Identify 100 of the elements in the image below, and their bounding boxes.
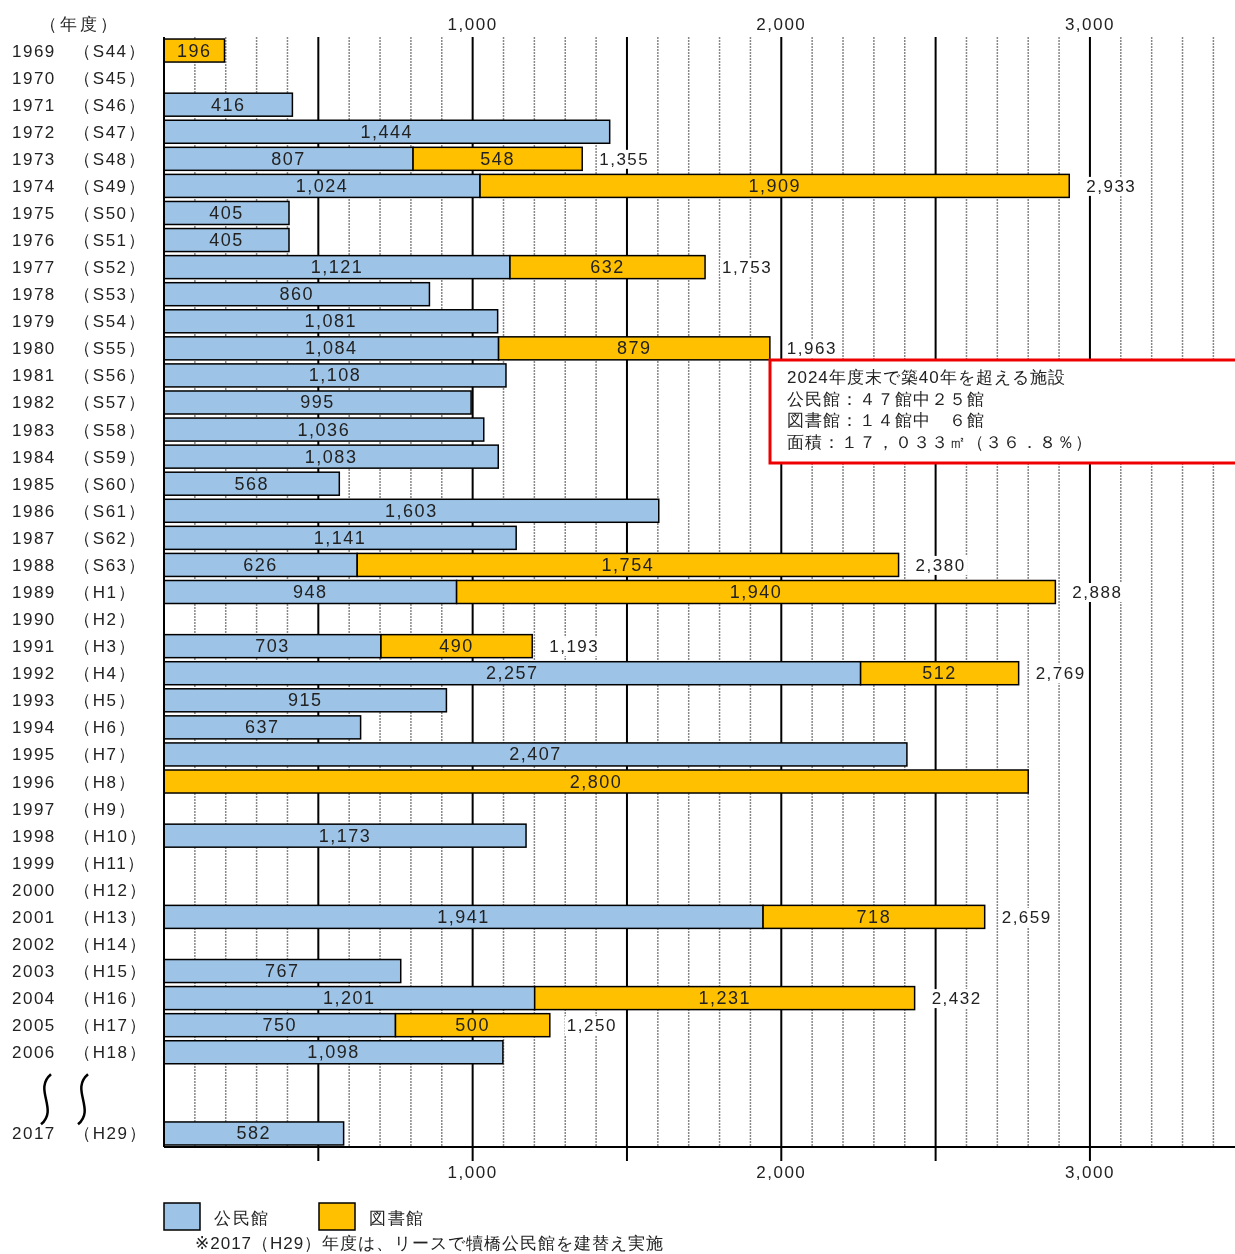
y-tick-label: 1989 （H1） (12, 583, 137, 602)
data-label: 582 (236, 1123, 272, 1144)
data-label: 750 (262, 1015, 298, 1036)
total-label: 2,659 (1001, 907, 1052, 927)
text: ※2017（H29）年度は、リースで犢橋公民館を建替え実施 (195, 1234, 665, 1253)
y-tick-label: 2002 （H14） (12, 934, 148, 954)
annotation: 2024年度末で築40年を超える施設 (787, 368, 1066, 387)
y-tick-label: 1998 （H10） (12, 826, 148, 846)
data-label: 1,909 (748, 175, 801, 196)
y-tick-label: 1970 （S45） (12, 68, 147, 88)
y-tick-label: 1986 （S61） (12, 501, 147, 521)
data-label: 1,141 (313, 527, 367, 548)
data-label: 915 (287, 690, 323, 711)
total-label: 1,250 (566, 1016, 617, 1036)
x-tick-label: 3,000 (1064, 15, 1115, 34)
y-tick-label: 1990 （H2） (12, 610, 137, 630)
data-label: 490 (439, 636, 474, 657)
legend-label: 図書館 (369, 1209, 425, 1228)
data-label: 1,098 (307, 1042, 360, 1063)
data-label: 718 (856, 906, 892, 927)
total-label: 2,380 (915, 555, 966, 575)
y-tick-label: 1985 （S60） (12, 474, 147, 494)
data-label: 1,231 (698, 988, 751, 1009)
total-label: 2,933 (1086, 176, 1137, 196)
data-label: 807 (271, 148, 306, 169)
y-tick-label: 1972 （S47） (12, 122, 147, 142)
data-label: 512 (922, 663, 957, 684)
y-tick-label: 1979 （S54） (12, 312, 147, 332)
total-label: 1,355 (599, 149, 650, 169)
total-label: 1,963 (786, 339, 837, 359)
y-tick-label: 1984 （S59） (12, 447, 147, 467)
data-label: 632 (590, 257, 625, 278)
y-tick-label: 1974 （S49） (12, 176, 147, 196)
total-label: 1,753 (722, 258, 773, 278)
data-label: 1,444 (360, 121, 414, 142)
y-tick-label: 1982 （S57） (12, 393, 147, 413)
y-tick-label: 1992 （H4） (12, 664, 137, 684)
data-label: 1,173 (318, 825, 372, 846)
data-label: 1,084 (305, 338, 358, 359)
y-tick-label: 1980 （S55） (12, 339, 147, 359)
x2-tick-label: 1,000 (447, 1163, 498, 1182)
data-label: 1,121 (310, 257, 364, 278)
y-tick-label: 2003 （H15） (12, 962, 148, 982)
y-tick-label: 1969 （S44） (12, 41, 147, 61)
y-tick-label: 1991 （H3） (12, 637, 137, 657)
y-tick-label: 2001 （H13） (12, 907, 148, 927)
annotation: 図書館：１４館中 ６館 (787, 411, 985, 430)
y-tick-label: 1995 （H7） (12, 745, 137, 765)
x2-tick-label: 2,000 (756, 1163, 807, 1182)
annotation: 面積：１７，０３３㎡（３６．８％） (787, 432, 1093, 452)
data-label: 2,800 (569, 771, 623, 792)
total-label: 1,193 (549, 637, 600, 657)
data-label: 1,081 (304, 311, 358, 332)
data-label: 196 (176, 40, 212, 61)
data-label: 2,407 (509, 744, 562, 765)
y-tick-label: 1983 （S58） (12, 420, 147, 440)
data-label: 637 (245, 717, 280, 738)
y-tick-label: 1978 （S53） (12, 285, 147, 305)
data-label: 1,941 (437, 906, 490, 927)
total-label: 2,432 (931, 989, 982, 1009)
data-label: 548 (480, 148, 515, 169)
y-tick-label: 1981 （S56） (12, 366, 147, 386)
data-label: 1,754 (601, 554, 655, 575)
y-tick-label: 2006 （H18） (12, 1043, 148, 1063)
data-label: 568 (234, 473, 269, 494)
data-label: 948 (293, 582, 328, 602)
y-tick-label: 1975 （S50） (12, 203, 147, 223)
data-label: 995 (300, 392, 335, 413)
y-tick-label: 2017 （H29） (12, 1124, 148, 1144)
data-label: 405 (209, 230, 244, 251)
y-axis-title: （年度） (40, 15, 120, 34)
y-tick-label: 1997 （H9） (12, 799, 137, 819)
y-tick-label: 1994 （H6） (12, 718, 137, 738)
total-label: 2,888 (1072, 583, 1123, 602)
y-tick-label: 1977 （S52） (12, 258, 147, 278)
data-label: 767 (265, 961, 300, 982)
y-tick-label: 1996 （H8） (12, 772, 137, 792)
data-label: 1,201 (323, 988, 376, 1009)
y-tick-label: 1973 （S48） (12, 149, 147, 169)
total-label: 2,769 (1035, 664, 1086, 684)
data-label: 626 (243, 554, 278, 575)
annotation: 公民館：４７館中２５館 (787, 389, 985, 409)
y-tick-label: 1976 （S51） (12, 231, 147, 251)
x-tick-label: 2,000 (756, 15, 807, 34)
data-label: 703 (255, 636, 290, 657)
data-label: 860 (279, 284, 314, 305)
y-tick-label: 1987 （S62） (12, 528, 147, 548)
data-label: 405 (209, 202, 244, 223)
data-label: 1,024 (295, 175, 349, 196)
y-tick-label: 2000 （H12） (12, 880, 148, 900)
y-tick-label: 1993 （H5） (12, 691, 137, 711)
x2-tick-label: 3,000 (1064, 1163, 1115, 1182)
y-tick-label: 1971 （S46） (12, 95, 147, 115)
data-label: 1,083 (304, 446, 358, 467)
data-label: 416 (210, 94, 246, 115)
data-label: 500 (455, 1015, 490, 1036)
y-tick-label: 2005 （H17） (12, 1016, 148, 1036)
y-tick-label: 2004 （H16） (12, 989, 148, 1009)
data-label: 1,036 (297, 419, 351, 440)
y-tick-label: 1988 （S63） (12, 555, 147, 575)
